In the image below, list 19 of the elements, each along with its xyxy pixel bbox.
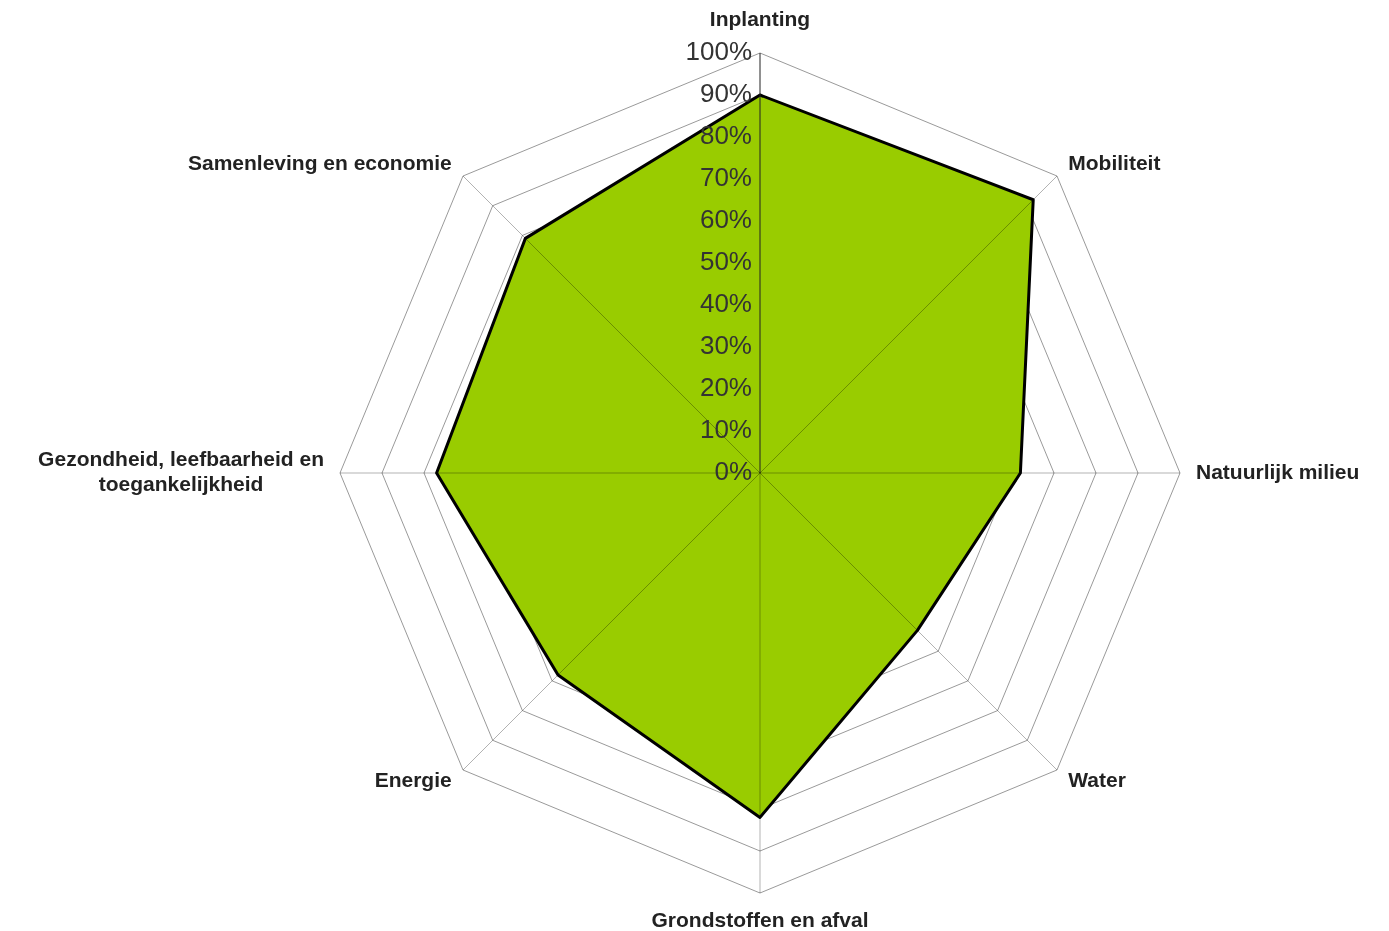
y-tick-label: 70% — [699, 162, 752, 193]
y-tick-label: 10% — [699, 414, 752, 445]
spoke-label: Gezondheid, leefbaarheid en toegankelijkheid — [38, 447, 324, 496]
y-tick-label: 100% — [685, 36, 752, 67]
y-tick-label: 90% — [699, 78, 752, 109]
spoke-label: Water — [1068, 768, 1126, 792]
y-tick-label: 60% — [699, 204, 752, 235]
y-tick-label: 80% — [699, 120, 752, 151]
spoke-label: Grondstoffen en afval — [651, 908, 869, 931]
spoke-label: Energie — [374, 768, 452, 792]
y-tick-label: 40% — [699, 288, 752, 319]
y-tick-label: 30% — [699, 330, 752, 361]
spoke-label: Inplanting — [709, 7, 811, 31]
spoke-label: Mobiliteit — [1068, 151, 1161, 175]
y-tick-label: 20% — [699, 372, 752, 403]
y-tick-label: 50% — [699, 246, 752, 277]
spoke-label: Samenleving en economie — [187, 151, 452, 175]
spoke-label: Natuurlijk milieu — [1196, 459, 1360, 483]
y-tick-label: 0% — [714, 456, 752, 487]
